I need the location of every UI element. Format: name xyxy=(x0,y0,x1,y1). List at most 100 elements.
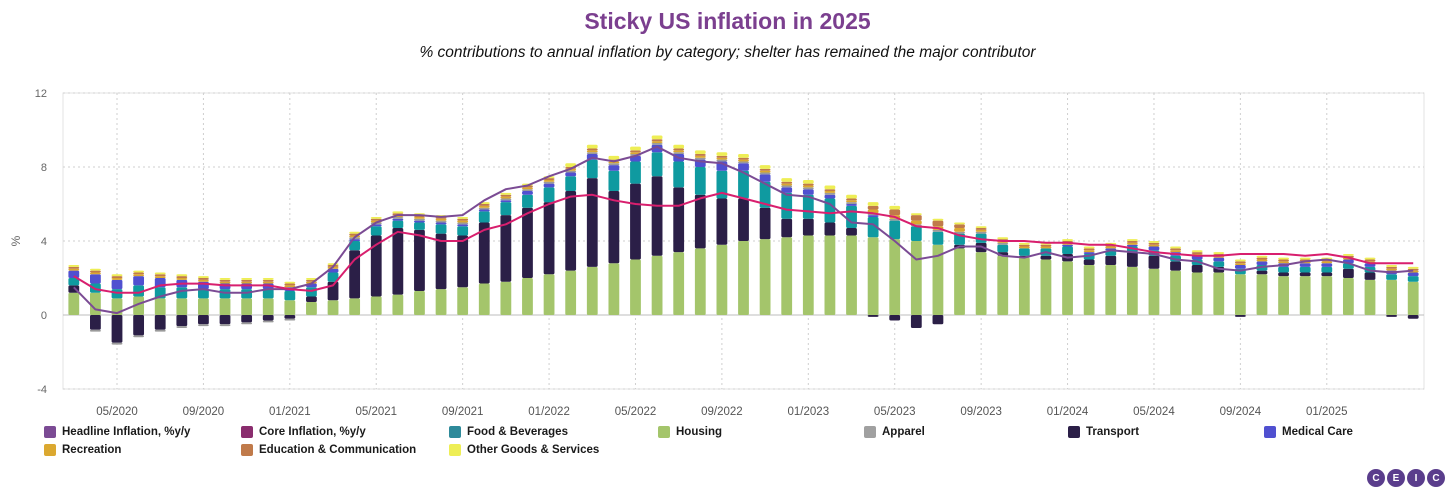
bar-food xyxy=(1213,261,1225,267)
bar-recreation xyxy=(910,220,922,225)
chart-subtitle: % contributions to annual inflation by c… xyxy=(419,44,1036,61)
bar-recreation xyxy=(478,205,490,208)
bar-housing xyxy=(673,252,685,315)
bar-transport xyxy=(1191,265,1203,273)
bar-food xyxy=(932,231,944,245)
bar-other xyxy=(673,144,685,149)
bar-medical xyxy=(478,209,490,212)
bar-medical xyxy=(565,172,577,177)
bar-housing xyxy=(846,235,857,315)
bar-housing xyxy=(435,289,447,315)
bar-food xyxy=(68,278,80,286)
bar-apparel xyxy=(176,326,188,328)
bar-recreation xyxy=(414,216,425,219)
legend-item-recreation[interactable]: Recreation xyxy=(44,444,121,456)
bar-housing xyxy=(932,244,944,315)
bar-other xyxy=(241,278,253,280)
bar-food xyxy=(284,290,296,301)
bar-food xyxy=(370,226,382,236)
bar-recreation xyxy=(694,155,706,158)
x-tick-label: 05/2022 xyxy=(615,406,657,418)
legend-item-apparel[interactable]: Apparel xyxy=(864,426,925,438)
bar-education xyxy=(1234,261,1246,264)
bar-other xyxy=(1170,246,1181,249)
bar-education xyxy=(1386,266,1397,269)
bar-other xyxy=(716,152,728,156)
bar-transport xyxy=(1299,272,1311,277)
legend-swatch xyxy=(449,426,461,438)
bar-transport xyxy=(284,315,296,319)
bar-transport xyxy=(1083,259,1095,266)
bar-education xyxy=(90,270,101,273)
bar-education xyxy=(824,189,836,192)
bar-apparel xyxy=(392,216,404,219)
bar-other xyxy=(954,222,965,225)
bar-education xyxy=(910,215,922,221)
bar-apparel xyxy=(738,161,749,164)
legend-label: Medical Care xyxy=(1282,426,1353,438)
bar-recreation xyxy=(1170,250,1181,253)
bar-transport xyxy=(1278,272,1289,277)
bar-other xyxy=(1299,257,1311,260)
bar-transport xyxy=(306,296,317,303)
legend-item-core[interactable]: Core Inflation, %y/y xyxy=(241,426,366,438)
bar-housing xyxy=(824,235,836,315)
bar-transport xyxy=(1234,315,1246,317)
bar-transport xyxy=(1148,255,1160,269)
legend-item-headline[interactable]: Headline Inflation, %y/y xyxy=(44,426,190,438)
legend-item-housing[interactable]: Housing xyxy=(658,426,722,438)
bar-other xyxy=(1126,239,1138,241)
legend-swatch xyxy=(241,426,253,438)
legend-label: Core Inflation, %y/y xyxy=(259,426,366,438)
bar-medical xyxy=(781,187,793,193)
bar-housing xyxy=(522,278,533,315)
bar-recreation xyxy=(954,228,965,232)
bar-transport xyxy=(176,315,188,327)
legend-item-other[interactable]: Other Goods & Services xyxy=(449,444,599,456)
bar-education xyxy=(1256,257,1268,260)
bar-other xyxy=(630,146,641,151)
x-tick-label: 05/2021 xyxy=(355,406,397,418)
bar-medical xyxy=(392,218,404,221)
bar-housing xyxy=(889,239,901,315)
bar-recreation xyxy=(1386,268,1397,271)
bar-recreation xyxy=(1126,242,1138,245)
bar-other xyxy=(370,216,382,219)
bar-medical xyxy=(824,194,836,199)
bar-other xyxy=(846,194,857,199)
bar-food xyxy=(1018,248,1030,256)
bar-food xyxy=(738,170,749,199)
bar-transport xyxy=(370,235,382,297)
bar-transport xyxy=(478,222,490,284)
bar-transport xyxy=(781,218,793,238)
legend-item-education[interactable]: Education & Communication xyxy=(241,444,416,456)
bar-housing xyxy=(608,263,620,315)
bar-transport xyxy=(457,235,469,288)
bar-housing xyxy=(1234,274,1246,315)
x-tick-label: 01/2022 xyxy=(528,406,570,418)
bar-transport xyxy=(932,315,944,325)
bar-apparel xyxy=(284,318,296,321)
bar-education xyxy=(154,274,166,277)
bar-housing xyxy=(414,290,425,315)
bar-transport xyxy=(198,315,209,325)
bar-medical xyxy=(414,220,425,223)
bar-education xyxy=(630,150,641,153)
legend-item-transport[interactable]: Transport xyxy=(1068,426,1139,438)
bar-recreation xyxy=(500,196,512,199)
bar-education xyxy=(781,181,793,184)
bar-housing xyxy=(478,283,490,315)
bar-housing xyxy=(198,298,209,315)
bar-apparel xyxy=(651,142,663,145)
bar-housing xyxy=(457,287,469,315)
bar-other xyxy=(306,278,317,280)
bar-education xyxy=(1170,248,1181,251)
legend-item-food[interactable]: Food & Beverages xyxy=(449,426,568,438)
bar-housing xyxy=(1407,281,1419,315)
bar-medical xyxy=(349,239,361,241)
legend-item-medical[interactable]: Medical Care xyxy=(1264,426,1353,438)
bar-apparel xyxy=(954,231,965,234)
bar-transport xyxy=(867,315,879,317)
legend-swatch xyxy=(449,444,461,456)
bar-other xyxy=(932,218,944,221)
